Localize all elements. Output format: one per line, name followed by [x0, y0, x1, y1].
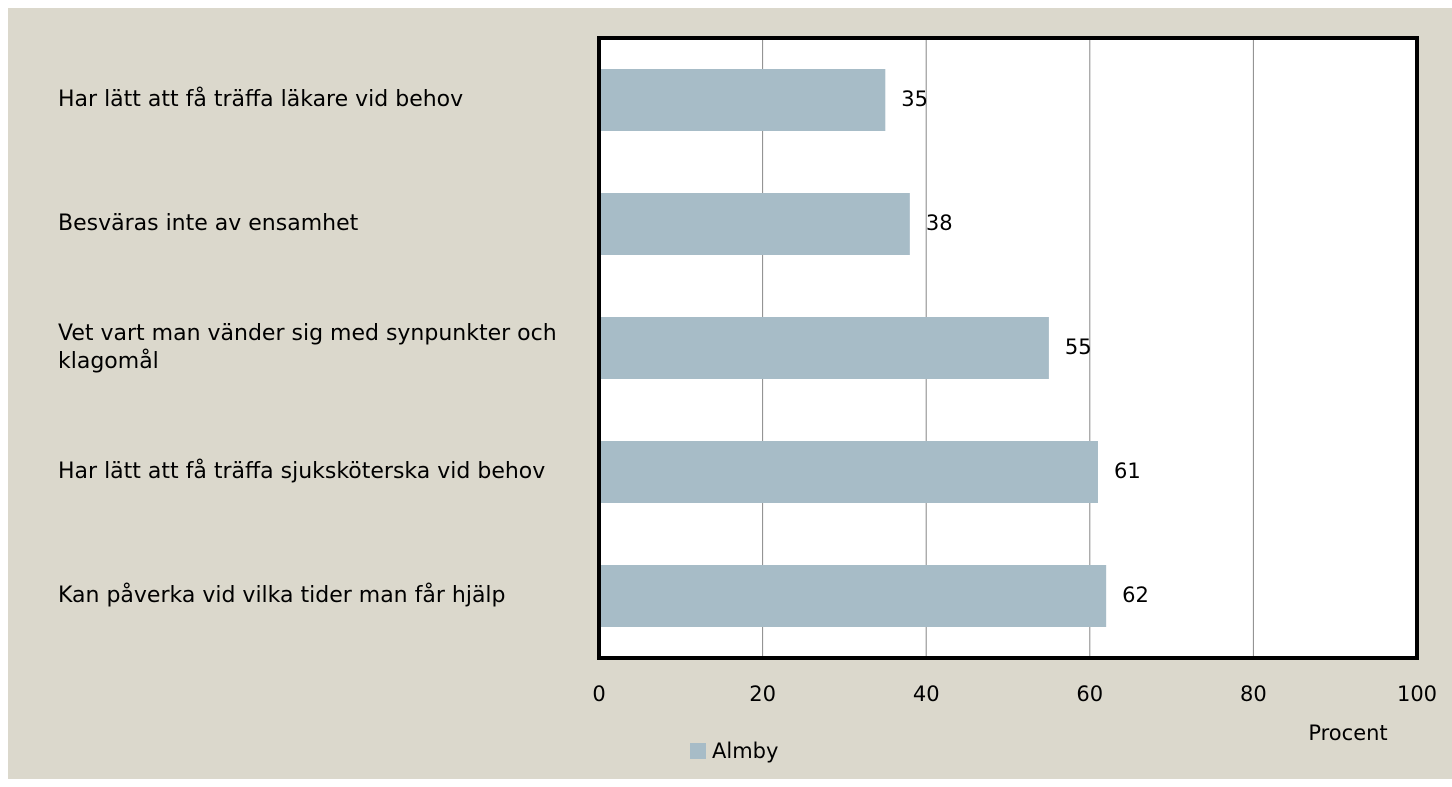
x-tick-label: 80 [1240, 682, 1267, 706]
bar [599, 565, 1107, 627]
x-tick-label: 100 [1397, 682, 1437, 706]
y-tick-label: Har lätt att få träffa sjuksköterska vid… [58, 459, 546, 484]
x-axis-label: Procent [1308, 721, 1387, 745]
legend-swatch [690, 743, 706, 759]
y-tick-label: Har lätt att få träffa läkare vid behov [58, 87, 464, 112]
data-label: 35 [901, 87, 928, 111]
data-label: 62 [1122, 583, 1149, 607]
bar [599, 441, 1098, 503]
x-tick-label: 0 [592, 682, 605, 706]
plot-border [597, 36, 1419, 660]
bar [599, 193, 910, 255]
data-label: 55 [1065, 335, 1092, 359]
y-tick-label: Besväras inte av ensamhet [58, 211, 359, 236]
bar [599, 317, 1049, 379]
x-tick-label: 20 [749, 682, 776, 706]
data-label: 38 [926, 211, 953, 235]
legend-label: Almby [712, 739, 778, 763]
x-tick-label: 60 [1076, 682, 1103, 706]
x-tick-label: 40 [913, 682, 940, 706]
bar [599, 69, 886, 131]
data-label: 61 [1114, 459, 1141, 483]
y-tick-label: Vet vart man vänder sig med synpunkter o… [58, 321, 557, 374]
y-tick-label: Kan påverka vid vilka tider man får hjäl… [58, 583, 506, 608]
